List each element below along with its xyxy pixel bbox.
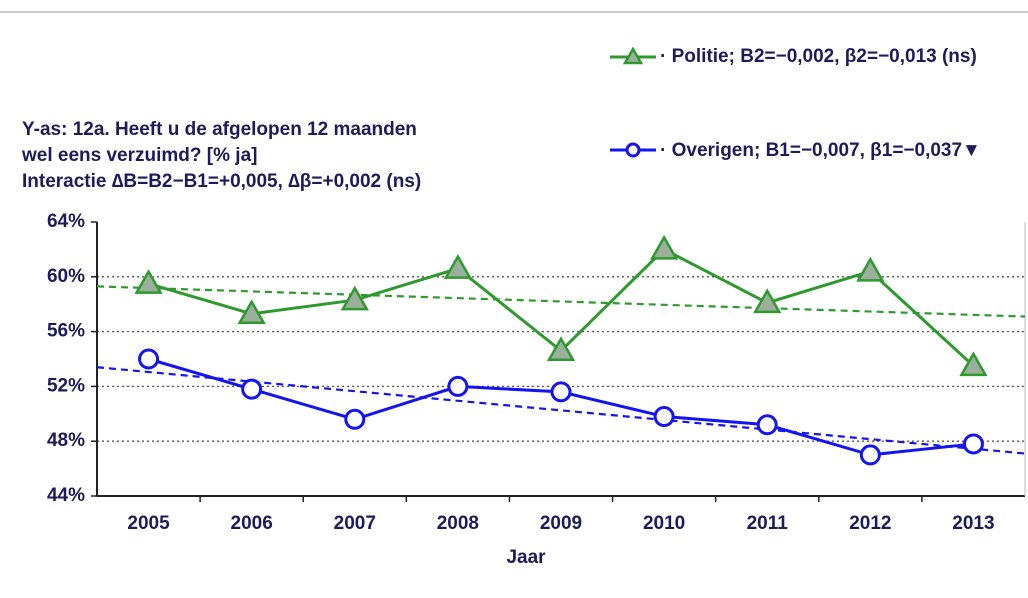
y-tick-label: 56% [47,321,85,342]
y-tick-label: 60% [47,266,85,287]
point [241,378,263,400]
legend-entry: · Overigen; B1=−0,007, β1=−0,037▼ [660,140,981,161]
point [443,254,473,279]
note-line: Interactie ∆B=B2−B1=+0,005, ∆β=+0,002 (n… [22,171,421,192]
point [134,269,163,294]
point [959,351,988,377]
x-tick-label: 2007 [334,513,376,534]
point [653,406,675,428]
legend-entry: · Politie; B2=−0,002, β2=−0,013 (ns) [660,46,977,67]
point [753,288,782,314]
x-tick-label: 2010 [643,513,685,534]
y-tick-label: 52% [47,375,85,396]
x-tick-label: 2011 [747,513,789,534]
x-tick-label: 2012 [849,513,891,534]
x-axis-label: Jaar [506,547,546,568]
point [649,234,679,260]
note-line: wel eens verzuimd? [% ja] [21,145,257,166]
x-tick-label: 2009 [540,513,582,534]
x-tick-label: 2006 [231,513,273,534]
point [237,299,266,325]
point [756,414,778,436]
point [856,256,885,282]
y-tick-label: 64% [47,211,85,232]
legend-marker [625,142,641,158]
x-tick-label: 2008 [437,513,479,534]
y-tick-label: 48% [47,430,85,451]
x-tick-label: 2005 [127,513,170,534]
point [859,444,881,466]
x-tick-label: 2013 [952,513,994,534]
legend-marker [622,46,644,65]
point [447,375,469,397]
trend-line [96,366,1026,455]
trend-line [96,285,1026,318]
point [546,336,576,362]
point [962,433,984,455]
note-line: Y-as: 12a. Heeft u de afgelopen 12 maand… [22,119,417,140]
point [344,408,366,430]
series-line [148,357,974,457]
point [138,348,160,370]
point [550,381,572,403]
y-tick-label: 44% [47,485,85,506]
point [340,285,369,311]
